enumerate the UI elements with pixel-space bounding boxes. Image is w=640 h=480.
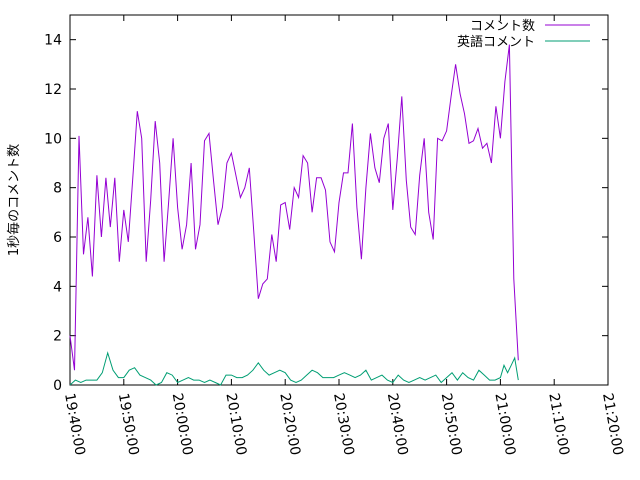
series-line-1 (69, 351, 519, 386)
x-tick-label: 21:20:00 (599, 392, 626, 457)
series-layer (69, 44, 519, 386)
x-tick-label: 20:00:00 (169, 392, 196, 457)
x-tick-label: 20:20:00 (276, 392, 303, 457)
x-tick-label: 20:40:00 (384, 392, 411, 457)
x-tick-label: 21:00:00 (491, 392, 518, 457)
x-tick-label: 20:50:00 (438, 392, 465, 457)
y-axis: 0 2 4 6 8 10 12 14 (44, 33, 608, 394)
y-tick-label: 8 (53, 181, 62, 197)
y-tick-label: 4 (53, 279, 62, 295)
x-axis: 19:40:00 19:50:00 20:00:00 20:10:00 20:20:00… (61, 15, 626, 457)
x-tick-label: 19:50:00 (115, 392, 142, 457)
y-tick-label: 2 (53, 329, 62, 345)
series-line-0 (69, 44, 519, 371)
x-tick-label: 19:40:00 (61, 392, 88, 457)
y-tick-label: 12 (44, 82, 62, 98)
x-tick-label: 20:10:00 (222, 392, 249, 457)
y-tick-label: 6 (53, 230, 62, 246)
y-axis-label: 1秒毎のコメント数 (6, 144, 22, 256)
x-tick-label: 20:30:00 (330, 392, 357, 457)
y-tick-label: 0 (53, 378, 62, 394)
y-tick-label: 14 (44, 33, 62, 49)
x-tick-label: 21:10:00 (545, 392, 572, 457)
legend-label: コメント数 (470, 19, 535, 34)
legend-label: 英語コメント (457, 34, 535, 50)
y-tick-label: 10 (44, 131, 62, 147)
